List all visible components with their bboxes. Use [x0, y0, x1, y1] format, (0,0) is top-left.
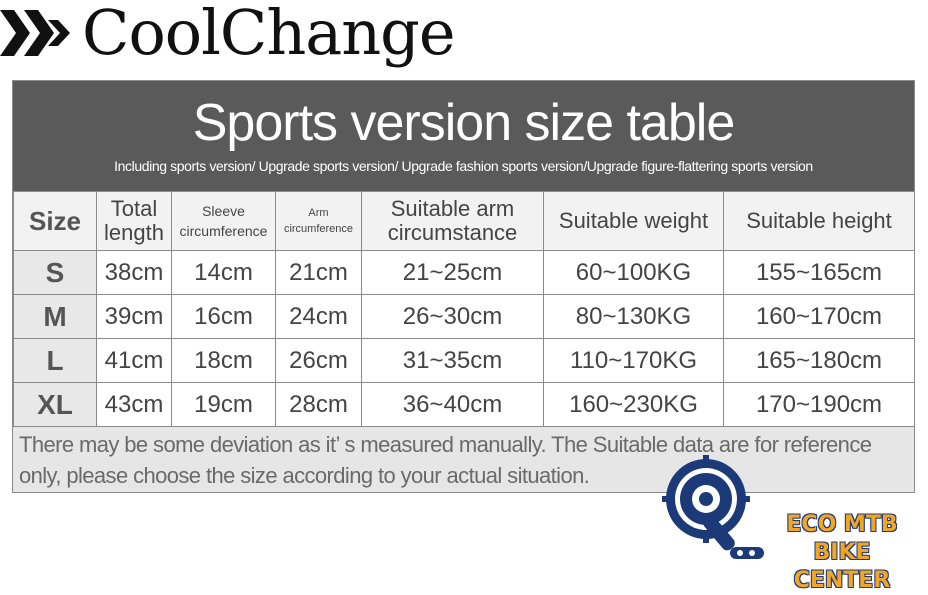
table-cell: 170~190cm: [723, 382, 915, 427]
table-cell: 26cm: [275, 338, 362, 383]
coolchange-logo-icon: [0, 10, 70, 56]
table-cell: 21cm: [275, 250, 362, 295]
bike-crank-logo-icon: [662, 455, 764, 559]
watermark-text: ECO MTB BIKE CENTER: [756, 511, 928, 595]
column-header: Suitable weight: [543, 191, 724, 251]
page-title: Sports version size table: [192, 94, 736, 152]
column-header: Sleeve circumference: [171, 191, 276, 251]
table-cell: 43cm: [96, 382, 172, 427]
table-cell: 60~100KG: [543, 250, 724, 295]
table-cell: 41cm: [96, 338, 172, 383]
size-table-card: Sports version size table Including spor…: [12, 80, 915, 493]
table-cell: 38cm: [96, 250, 172, 295]
table-cell: 39cm: [96, 294, 172, 339]
table-header-row: Size Total length Sleeve circumference A…: [13, 191, 915, 251]
eco-mtb-watermark: ECO MTB BIKE CENTER: [660, 455, 928, 593]
table-cell: 14cm: [171, 250, 276, 295]
size-cell: M: [13, 294, 97, 339]
table-cell: 31~35cm: [361, 338, 544, 383]
column-header: Suitable height: [723, 191, 915, 251]
table-cell: 36~40cm: [361, 382, 544, 427]
table-cell: 80~130KG: [543, 294, 724, 339]
table-cell: 28cm: [275, 382, 362, 427]
size-cell: XL: [13, 382, 97, 427]
brand-header: CoolChange: [0, 0, 520, 70]
table-header-banner: Sports version size table Including spor…: [13, 81, 914, 191]
size-cell: L: [13, 338, 97, 383]
page-subtitle: Including sports version/ Upgrade sports…: [114, 158, 813, 174]
table-row: M 39cm 16cm 24cm 26~30cm 80~130KG 160~17…: [13, 294, 915, 339]
table-cell: 21~25cm: [361, 250, 544, 295]
table-cell: 155~165cm: [723, 250, 915, 295]
table-row: XL 43cm 19cm 28cm 36~40cm 160~230KG 170~…: [13, 382, 915, 427]
column-header: Size: [13, 191, 97, 251]
table-cell: 160~170cm: [723, 294, 915, 339]
table-row: L 41cm 18cm 26cm 31~35cm 110~170KG 165~1…: [13, 338, 915, 383]
table-cell: 24cm: [275, 294, 362, 339]
table-cell: 18cm: [171, 338, 276, 383]
column-header: Arm circumference: [275, 191, 362, 251]
watermark-line1: ECO MTB BIKE: [786, 512, 898, 565]
table-cell: 16cm: [171, 294, 276, 339]
table-cell: 26~30cm: [361, 294, 544, 339]
brand-name: CoolChange: [82, 0, 456, 69]
size-table: Size Total length Sleeve circumference A…: [13, 191, 915, 427]
watermark-line2: CENTER: [793, 568, 891, 593]
table-cell: 160~230KG: [543, 382, 724, 427]
table-cell: 19cm: [171, 382, 276, 427]
size-cell: S: [13, 250, 97, 295]
column-header: Suitable arm circumstance: [361, 191, 544, 251]
measurement-note: There may be some deviation as it’ s mea…: [19, 432, 872, 488]
table-cell: 165~180cm: [723, 338, 915, 383]
column-header: Total length: [96, 191, 172, 251]
table-cell: 110~170KG: [543, 338, 724, 383]
table-row: S 38cm 14cm 21cm 21~25cm 60~100KG 155~16…: [13, 250, 915, 295]
